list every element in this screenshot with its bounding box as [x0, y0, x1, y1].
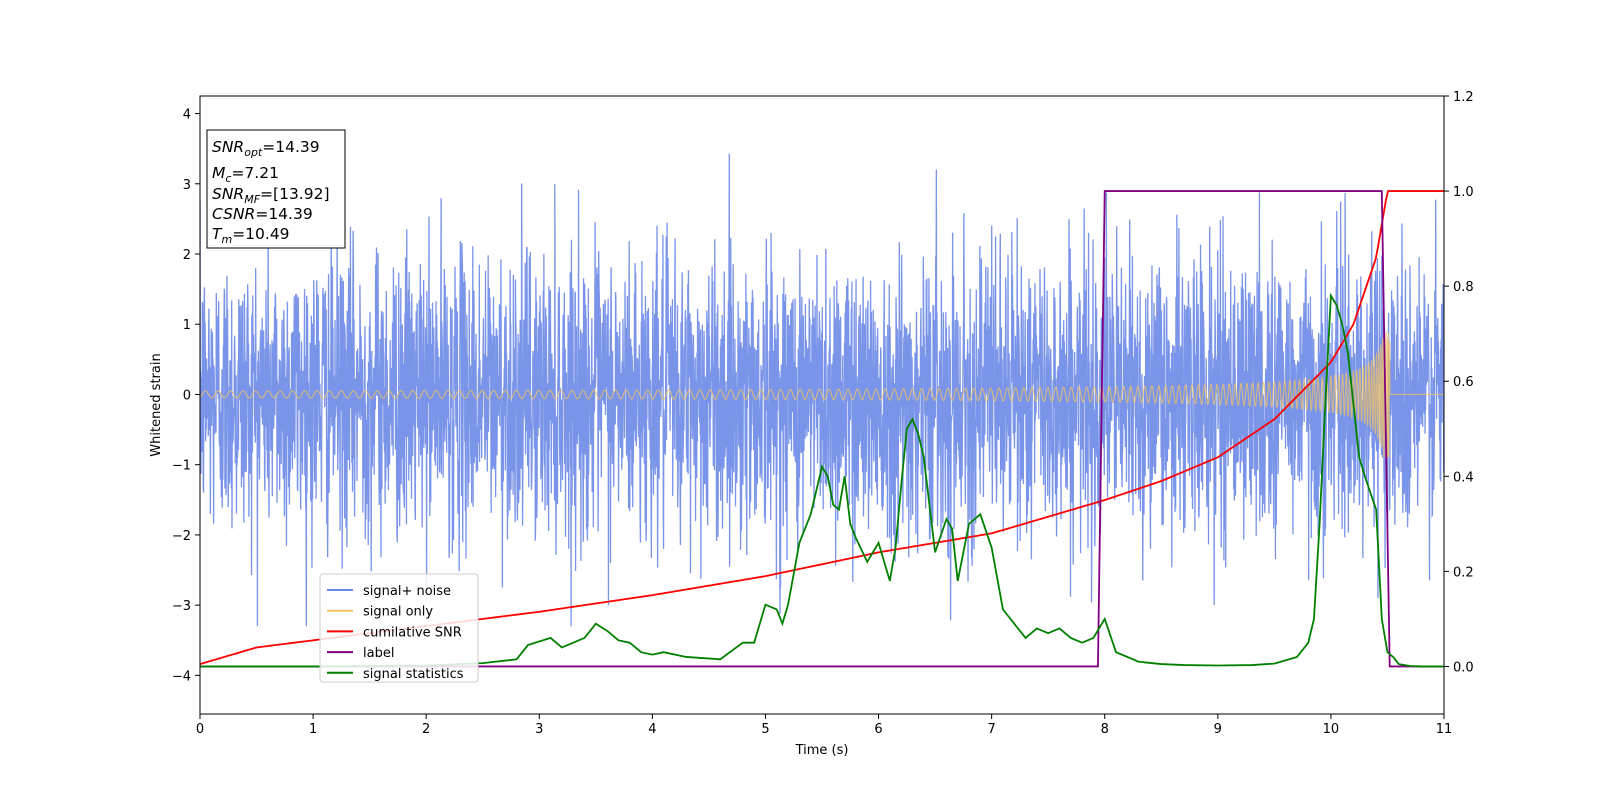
series-signal-statistics-line	[200, 292, 1444, 668]
y-left-tick-label: 3	[183, 178, 191, 193]
info-mc: Mc=7.21	[212, 164, 279, 185]
y-right-tick-label: 0.6	[1453, 375, 1474, 390]
x-tick-label: 0	[196, 722, 204, 737]
legend-label: signal statistics	[363, 667, 464, 682]
y-axis-right: 0.0 0.2 0.4 0.6 0.8 1.0 1.2	[1444, 90, 1474, 675]
y-left-tick-label: 0	[183, 388, 191, 403]
y-axis-left: −4 −3 −2 −1 0 1 2 3 4	[172, 108, 200, 684]
legend: signal+ noise signal only cumilative SNR la…	[319, 573, 479, 683]
y-right-tick-label: 1.0	[1453, 185, 1474, 200]
legend-label: label	[363, 646, 394, 661]
x-axis-label: Time (s)	[795, 743, 849, 758]
x-axis: 0 1 2 3 4 5 6 7 8 9 10 11	[196, 714, 1452, 737]
x-tick-label: 10	[1323, 722, 1340, 737]
legend-label: signal+ noise	[363, 584, 451, 599]
info-snr-mf: SNRMF=[13.92]	[212, 185, 330, 206]
y-right-tick-label: 0.4	[1453, 470, 1474, 485]
x-tick-label: 4	[648, 722, 656, 737]
x-tick-label: 7	[987, 722, 995, 737]
y-left-tick-label: 2	[183, 248, 191, 263]
info-snr-opt: SNRopt=14.39	[212, 138, 320, 159]
y-right-tick-label: 0.2	[1453, 565, 1474, 580]
y-left-tick-label: −3	[172, 599, 191, 614]
x-tick-label: 8	[1101, 722, 1109, 737]
info-csnr: CSNR=14.39	[212, 205, 313, 223]
x-tick-label: 3	[535, 722, 543, 737]
x-tick-label: 1	[309, 722, 317, 737]
x-tick-label: 6	[874, 722, 882, 737]
y-left-tick-label: 1	[183, 318, 191, 333]
y-left-tick-label: 4	[183, 108, 191, 123]
x-tick-label: 2	[422, 722, 430, 737]
legend-label: signal only	[363, 605, 433, 620]
x-tick-label: 9	[1214, 722, 1222, 737]
series-label-line	[200, 190, 1444, 668]
y-right-tick-label: 0.8	[1453, 280, 1474, 295]
y-left-tick-label: −4	[172, 669, 191, 684]
series-signal-only-line	[200, 331, 1444, 458]
x-tick-label: 5	[761, 722, 769, 737]
y-left-tick-label: −2	[172, 529, 191, 544]
legend-label: cumilative SNR	[363, 625, 462, 640]
y-right-tick-label: 1.2	[1453, 90, 1474, 105]
x-tick-label: 11	[1436, 722, 1453, 737]
y-left-tick-label: −1	[172, 459, 191, 474]
y-axis-label: Whitened strain	[149, 353, 164, 456]
info-tm: Tm=10.49	[212, 225, 290, 246]
info-box: SNRopt=14.39 Mc=7.21 SNRMF=[13.92] CSNR=…	[206, 129, 346, 249]
y-right-tick-label: 0.0	[1453, 660, 1474, 675]
plot-frame	[199, 95, 1445, 715]
